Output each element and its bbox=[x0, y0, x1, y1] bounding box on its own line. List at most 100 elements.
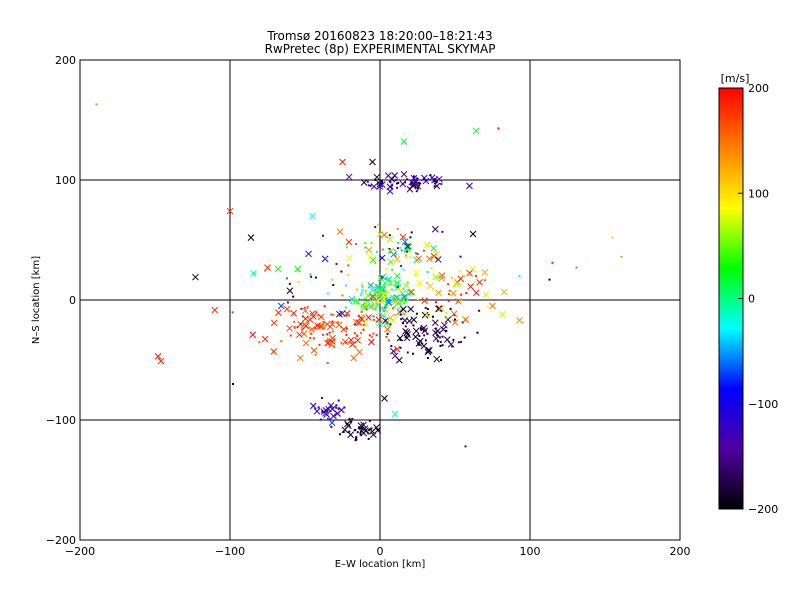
data-point-dot bbox=[418, 343, 421, 346]
colorbar-tick-label: 200 bbox=[748, 82, 769, 95]
data-point-cross bbox=[340, 325, 348, 333]
data-point-dot bbox=[232, 383, 234, 385]
data-point-cross bbox=[426, 255, 433, 263]
x-tick-label: 200 bbox=[670, 545, 691, 558]
chart-title-line1: Tromsø 20160823 18:20:00–18:21:43 bbox=[266, 29, 492, 43]
data-point-dot bbox=[424, 339, 427, 342]
data-point-dot bbox=[414, 274, 417, 277]
x-tick-label: −200 bbox=[65, 545, 95, 558]
data-point-dot bbox=[361, 314, 364, 317]
plot-frame bbox=[79, 59, 681, 541]
data-point-cross bbox=[400, 305, 407, 313]
data-point-dot bbox=[459, 270, 462, 273]
data-point-dot bbox=[324, 257, 327, 260]
data-point-cross bbox=[369, 286, 376, 294]
data-point-cross bbox=[317, 313, 325, 321]
data-point-dot bbox=[306, 305, 309, 308]
data-point-dot bbox=[395, 186, 398, 189]
data-point-dot bbox=[231, 311, 234, 314]
data-point-dot bbox=[385, 267, 388, 270]
data-point-dot bbox=[430, 267, 433, 270]
data-point-dot bbox=[418, 334, 421, 337]
data-point-cross bbox=[450, 289, 457, 297]
data-point-dot bbox=[463, 336, 466, 339]
data-point-dot bbox=[363, 297, 366, 300]
data-point-cross bbox=[424, 241, 431, 249]
data-point-dot bbox=[320, 397, 323, 400]
data-point-cross bbox=[466, 182, 473, 190]
data-point-dot bbox=[371, 307, 374, 310]
data-point-dot bbox=[416, 185, 419, 188]
data-point-dot bbox=[433, 178, 436, 181]
data-point-dot bbox=[318, 343, 321, 346]
data-point-cross bbox=[393, 255, 401, 263]
data-point-cross bbox=[378, 181, 386, 188]
data-point-dot bbox=[355, 243, 358, 246]
data-point-dot bbox=[396, 227, 399, 230]
data-point-dot bbox=[374, 179, 377, 182]
data-point-dot bbox=[373, 289, 376, 292]
data-point-dot bbox=[394, 178, 397, 181]
data-point-dot bbox=[462, 275, 465, 278]
data-point-dot bbox=[338, 433, 341, 436]
data-point-dot bbox=[370, 427, 373, 430]
data-point-cross bbox=[274, 265, 282, 273]
data-point-dot bbox=[422, 249, 425, 252]
data-point-cross bbox=[415, 339, 423, 347]
data-point-dot bbox=[344, 306, 347, 309]
data-point-cross bbox=[406, 317, 413, 325]
data-point-dot bbox=[384, 309, 387, 312]
data-point-dot bbox=[385, 298, 388, 301]
data-point-cross bbox=[430, 252, 438, 260]
data-point-cross bbox=[369, 293, 377, 300]
data-point-dot bbox=[405, 178, 408, 181]
data-point-dot bbox=[387, 339, 390, 342]
data-point-dot bbox=[434, 301, 437, 304]
data-point-dot bbox=[400, 300, 403, 303]
data-point-dot bbox=[397, 300, 400, 303]
data-point-dot bbox=[332, 284, 335, 287]
data-point-dot bbox=[288, 283, 291, 286]
data-point-dot bbox=[335, 262, 338, 265]
data-point-dot bbox=[405, 336, 408, 339]
data-point-cross bbox=[466, 269, 473, 277]
data-point-dot bbox=[386, 332, 389, 335]
data-point-dot bbox=[400, 318, 403, 321]
data-point-cross bbox=[270, 348, 278, 355]
data-point-cross bbox=[408, 288, 415, 296]
colorbar-tick-label: −200 bbox=[748, 503, 778, 516]
data-point-cross bbox=[467, 283, 475, 290]
data-point-cross bbox=[192, 273, 199, 281]
data-point-dot bbox=[303, 306, 306, 309]
data-point-dot bbox=[309, 337, 312, 340]
data-point-dot bbox=[426, 271, 429, 274]
data-point-dot bbox=[403, 302, 406, 305]
data-point-dot bbox=[461, 316, 464, 319]
data-point-dot bbox=[289, 334, 292, 337]
data-point-cross bbox=[391, 298, 399, 306]
data-point-dot bbox=[328, 418, 331, 421]
data-point-dot bbox=[367, 184, 370, 187]
data-point-dot bbox=[348, 417, 351, 420]
data-point-dot bbox=[447, 283, 450, 286]
data-point-dot bbox=[366, 303, 369, 306]
data-point-dot bbox=[404, 256, 407, 259]
data-point-cross bbox=[444, 316, 452, 323]
data-point-dot bbox=[397, 241, 400, 244]
data-point-cross bbox=[326, 323, 334, 331]
data-point-cross bbox=[211, 306, 219, 314]
data-point-dot bbox=[393, 313, 396, 316]
data-point-dot bbox=[378, 284, 381, 287]
data-point-cross bbox=[369, 256, 377, 264]
data-point-dot bbox=[347, 273, 350, 276]
data-point-dot bbox=[317, 314, 320, 317]
data-point-dot bbox=[296, 326, 299, 329]
data-point-cross bbox=[355, 319, 363, 326]
data-point-cross bbox=[339, 158, 346, 166]
data-point-dot bbox=[427, 313, 430, 316]
data-point-dot bbox=[369, 184, 372, 187]
data-point-dot bbox=[300, 307, 303, 310]
data-point-dot bbox=[354, 323, 357, 326]
data-point-dot bbox=[337, 408, 340, 411]
data-point-cross bbox=[408, 178, 416, 186]
